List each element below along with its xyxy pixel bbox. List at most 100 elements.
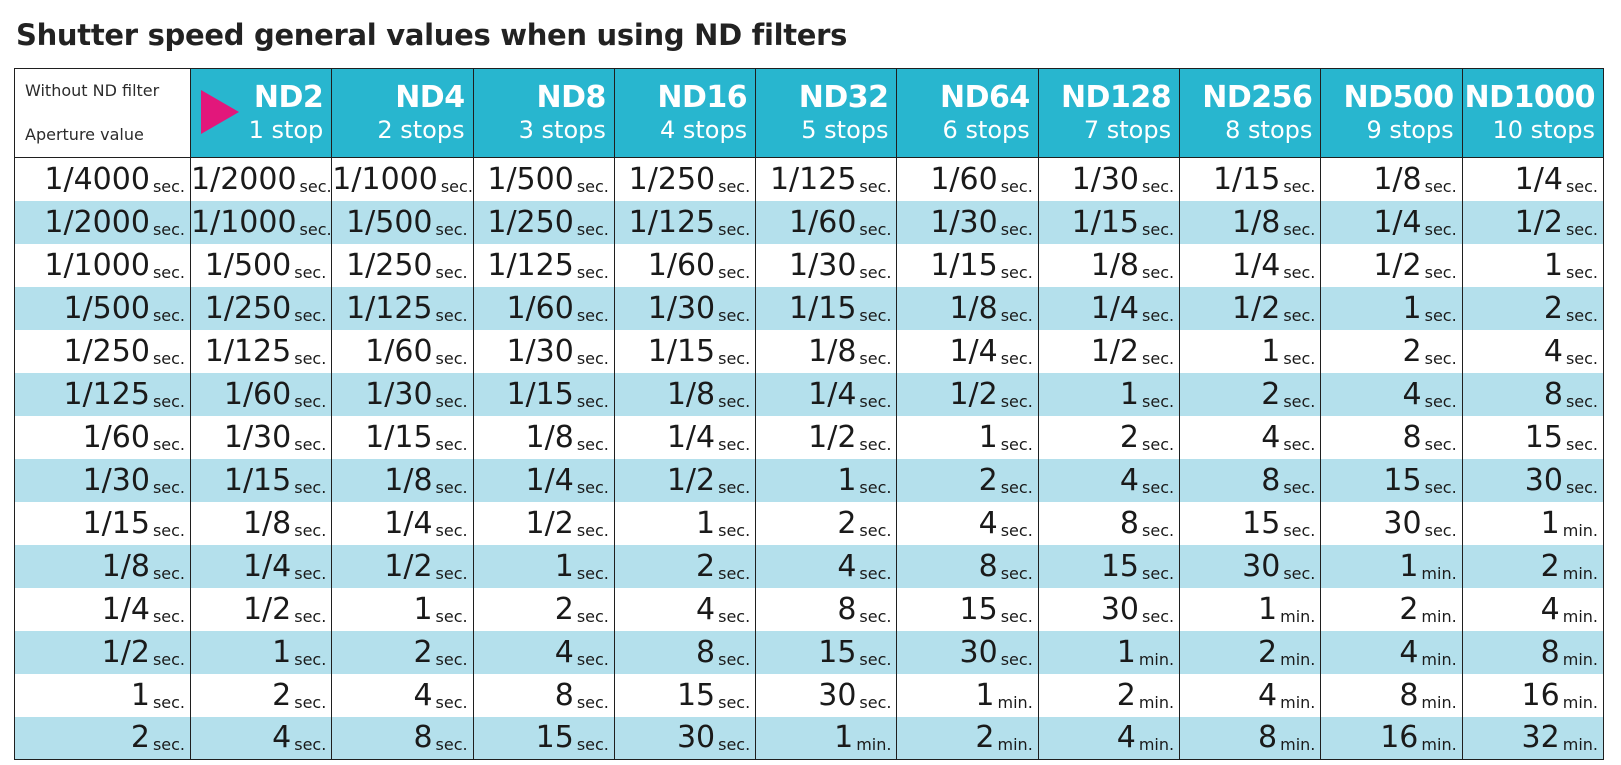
shutter-unit: sec. <box>294 606 327 626</box>
shutter-cell: 30 sec. <box>1037 587 1181 631</box>
shutter-value: 1/2 <box>1232 290 1281 326</box>
shutter-cell: 16 min. <box>1320 716 1463 760</box>
shutter-unit: sec. <box>294 434 327 454</box>
shutter-cell: 16 min. <box>1461 673 1605 717</box>
shutter-unit: sec. <box>299 219 332 239</box>
shutter-unit: sec. <box>576 735 609 755</box>
shutter-value: 1 <box>696 505 716 541</box>
shutter-unit: sec. <box>1283 563 1316 583</box>
shutter-value: 1/250 <box>63 333 150 369</box>
filter-name: ND1000 <box>1464 80 1595 115</box>
shutter-value: 1/30 <box>82 462 150 498</box>
shutter-unit: min. <box>1562 649 1598 669</box>
shutter-cell: 1 sec. <box>755 458 898 502</box>
shutter-cell: 1/8 sec. <box>613 372 757 416</box>
filter-header-nd500: ND500 9 stops <box>1320 68 1463 158</box>
shutter-value: 1/1000 <box>191 204 297 240</box>
shutter-value: 1 <box>130 677 150 713</box>
shutter-unit: sec. <box>1142 477 1175 497</box>
filter-stops: 4 stops <box>659 116 748 144</box>
shutter-unit: sec. <box>1142 563 1175 583</box>
shutter-cell: 1/30 sec. <box>189 415 333 459</box>
shutter-cell: 1/60 sec. <box>472 286 615 330</box>
shutter-unit: sec. <box>435 305 468 325</box>
shutter-unit: sec. <box>859 262 892 282</box>
shutter-value: 1/2 <box>808 419 857 455</box>
shutter-value: 1/4000 <box>44 161 150 197</box>
shutter-value: 1/15 <box>506 376 574 412</box>
shutter-cell: 1/4 sec. <box>613 415 757 459</box>
table-row: 1/4000 sec. 1/2000 sec. 1/1000 sec. 1/500 sec. 1… <box>14 157 1605 201</box>
shutter-cell: 1/2 sec. <box>896 372 1039 416</box>
shutter-value: 1 <box>413 591 433 627</box>
shutter-value: 2 <box>978 462 998 498</box>
shutter-cell: 1/15 sec. <box>472 372 615 416</box>
shutter-value: 1 <box>978 419 998 455</box>
shutter-value: 1/8 <box>1090 247 1140 283</box>
shutter-unit: sec. <box>294 262 327 282</box>
shutter-value: 1/8 <box>525 419 574 455</box>
shutter-value: 1/2 <box>384 548 433 584</box>
shutter-unit: min. <box>1280 649 1316 669</box>
shutter-unit: sec. <box>152 520 185 540</box>
shutter-value: 1/30 <box>365 376 433 412</box>
shutter-cell: 1/4 sec. <box>1037 286 1181 330</box>
shutter-unit: sec. <box>1142 176 1175 196</box>
shutter-speed-table: Without ND filter Aperture value ND2 1 st… <box>14 68 1605 760</box>
table-row: 1/250 sec. 1/125 sec. 1/60 sec. 1/30 sec. 1/15 se… <box>14 329 1605 373</box>
shutter-unit: sec. <box>1142 434 1175 454</box>
shutter-cell: 8 sec. <box>1179 458 1322 502</box>
table-row: 2 sec. 4 sec. 8 sec. 15 sec. 30 sec. 1 min. 2 min. 4 mi… <box>14 716 1605 760</box>
shutter-unit: sec. <box>576 434 609 454</box>
shutter-cell: 1/4 sec. <box>472 458 615 502</box>
shutter-unit: sec. <box>1565 391 1598 411</box>
shutter-value: 1/8 <box>1373 161 1422 197</box>
shutter-value: 1/2000 <box>44 204 150 240</box>
shutter-unit: min. <box>1138 649 1175 669</box>
shutter-cell: 32 min. <box>1461 716 1605 760</box>
shutter-cell: 15 sec. <box>613 673 757 717</box>
shutter-value: 1 <box>1402 290 1422 326</box>
shutter-value: 32 <box>1521 720 1560 756</box>
shutter-value: 4 <box>1261 419 1281 455</box>
shutter-value: 1/60 <box>82 419 150 455</box>
filter-name: ND2 <box>253 80 324 115</box>
filter-header-nd16: ND16 4 stops <box>613 68 757 158</box>
shutter-unit: sec. <box>718 735 751 755</box>
shutter-unit: sec. <box>1283 520 1316 540</box>
shutter-value: 8 <box>1119 505 1140 541</box>
shutter-cell: 1/125 sec. <box>755 157 898 201</box>
shutter-value: 1/8 <box>1232 204 1281 240</box>
filter-name: ND64 <box>940 80 1030 115</box>
shutter-cell: 1/8 sec. <box>331 458 474 502</box>
shutter-unit: sec. <box>435 692 468 712</box>
shutter-cell: 1 min. <box>1179 587 1322 631</box>
shutter-value: 1/2 <box>525 505 574 541</box>
shutter-value: 1/8 <box>666 376 716 412</box>
filter-stops: 6 stops <box>942 116 1030 144</box>
shutter-unit: sec. <box>859 692 892 712</box>
shutter-unit: sec. <box>152 391 185 411</box>
shutter-unit: sec. <box>859 348 892 368</box>
shutter-cell: 1/1000 sec. <box>331 157 474 201</box>
shutter-cell: 8 sec. <box>755 587 898 631</box>
shutter-value: 4 <box>978 505 998 541</box>
shutter-cell: 1/15 sec. <box>331 415 474 459</box>
shutter-unit: sec. <box>435 520 468 540</box>
shutter-unit: sec. <box>1000 176 1033 196</box>
without-nd-filter-label: Without ND filter <box>25 81 160 100</box>
shutter-cell: 1/30 sec. <box>331 372 474 416</box>
filter-stops: 1 stop <box>248 116 324 144</box>
shutter-value: 2 <box>1402 333 1422 369</box>
shutter-value: 4 <box>554 634 574 670</box>
shutter-unit: sec. <box>718 391 751 411</box>
shutter-cell: 2 sec. <box>331 630 474 674</box>
shutter-cell: 8 min. <box>1320 673 1463 717</box>
shutter-unit: sec. <box>1424 434 1457 454</box>
shutter-unit: sec. <box>440 176 473 196</box>
shutter-cell: 1 sec. <box>1461 243 1605 287</box>
shutter-cell: 2 sec. <box>189 673 333 717</box>
base-shutter-cell: 1 sec. <box>14 673 191 717</box>
shutter-value: 1/2 <box>101 634 150 670</box>
shutter-value: 1/30 <box>223 419 292 455</box>
